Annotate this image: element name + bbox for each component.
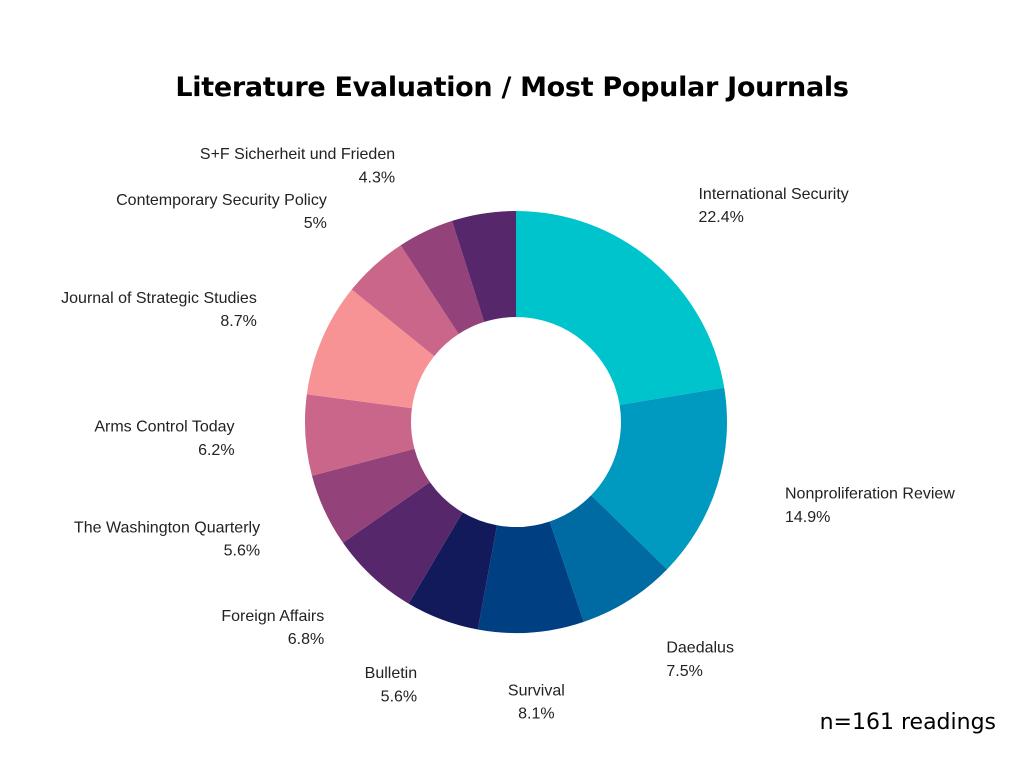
slice-name: Contemporary Security Policy [116,192,327,209]
slice-label-journal-of-strategic-studies: Journal of Strategic Studies 8.7% [61,290,257,330]
slice-name: International Security [698,186,848,203]
slice-label-the-washington-quarterly: The Washington Quarterly 5.6% [74,519,260,559]
slice-label-nonproliferation-review: Nonproliferation Review 14.9% [785,486,955,526]
slice-percent: 6.8% [288,631,324,648]
slice-the-washington-quarterly [311,448,430,543]
slice-name: Daedalus [666,640,734,657]
slice-name: Survival [508,682,565,699]
slice-foreign-affairs [342,482,463,604]
slice-daedalus [549,495,668,622]
slice-label-survival: Survival 8.1% [508,682,565,722]
slice-percent: 22.4% [698,209,743,226]
slice-name: Journal of Strategic Studies [61,290,257,307]
slice-label-international-security: International Security 22.4% [698,186,848,226]
slice-label-s-f-sicherheit-und-frieden: S+F Sicherheit und Frieden 4.3% [200,146,395,186]
slice-percent: 5.6% [381,688,417,705]
slice-label-contemporary-security-policy: Contemporary Security Policy 5% [116,192,327,232]
slice-percent: 7.5% [666,663,702,680]
slice-name: Bulletin [365,665,417,682]
slice-percent: 5% [304,215,327,232]
slice-international-security [516,211,725,405]
slice-percent: 8.7% [220,313,256,330]
sample-size-note: n=161 readings [819,710,996,735]
slice-nonproliferation-review [591,387,727,570]
slice-percent: 4.3% [359,169,395,186]
slice-percent: 14.9% [785,509,830,526]
slice-name: S+F Sicherheit und Frieden [200,146,395,163]
slice-arms-control-today [305,394,415,476]
slice-percent: 8.1% [518,705,554,722]
slice-label-foreign-affairs: Foreign Affairs 6.8% [221,608,324,648]
slice-journal-of-strategic-studies [306,289,435,409]
slice-percent: 6.2% [198,442,234,459]
slice-bulletin [408,512,497,630]
slice-unlabeled-11 [452,211,516,322]
slice-name: Nonproliferation Review [785,486,955,503]
slice-contemporary-security-policy [351,245,459,357]
slice-label-arms-control-today: Arms Control Today 6.2% [94,419,234,459]
slice-percent: 5.6% [224,543,260,560]
slice-label-bulletin: Bulletin 5.6% [365,665,417,705]
slice-name: Arms Control Today [94,419,234,436]
slice-label-daedalus: Daedalus 7.5% [666,640,734,680]
chart-title: Literature Evaluation / Most Popular Jou… [175,72,849,103]
slice-name: The Washington Quarterly [74,519,260,536]
slice-name: Foreign Affairs [221,608,324,625]
slice-survival [477,521,584,633]
slice-s-f-sicherheit-und-frieden [400,220,485,335]
